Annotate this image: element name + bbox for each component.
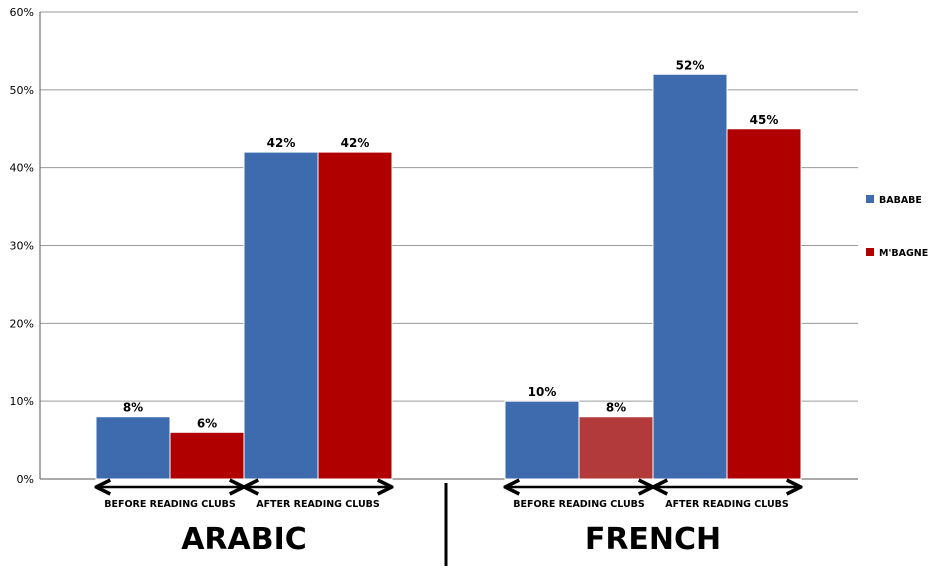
phase-label: AFTER READING CLUBS <box>665 499 789 510</box>
phase-labels: BEFORE READING CLUBS AFTER READING CLUBS B… <box>98 487 799 510</box>
phase-label: AFTER READING CLUBS <box>256 499 380 510</box>
bar <box>243 151 319 480</box>
data-label: 42% <box>341 136 370 150</box>
y-tick-label: 40% <box>10 162 34 175</box>
data-label: 42% <box>267 136 296 150</box>
bar <box>504 400 580 480</box>
data-label: 52% <box>676 58 705 72</box>
language-label: FRENCH <box>585 522 721 557</box>
y-tick-label: 10% <box>10 395 34 408</box>
data-label: 10% <box>528 385 557 399</box>
y-tick-label: 30% <box>10 240 34 253</box>
phase-label: BEFORE READING CLUBS <box>104 499 236 510</box>
bar <box>317 151 393 480</box>
legend-label: M'BAGNE <box>879 248 928 259</box>
bar <box>95 416 171 480</box>
language-label: ARABIC <box>181 522 307 557</box>
gridlines <box>39 11 858 480</box>
y-tick-label: 50% <box>10 84 34 97</box>
bar <box>578 416 654 480</box>
data-label: 6% <box>197 416 217 430</box>
bars <box>95 73 802 480</box>
legend-swatch <box>866 195 874 203</box>
y-tick-label: 60% <box>10 6 34 19</box>
bar <box>652 73 728 480</box>
bar <box>169 431 245 480</box>
language-labels: ARABIC FRENCH <box>181 522 721 557</box>
phase-label: BEFORE READING CLUBS <box>513 499 645 510</box>
data-label: 8% <box>123 401 143 415</box>
legend: BABABE M'BAGNE <box>866 195 928 259</box>
legend-swatch <box>866 248 874 256</box>
bar <box>726 128 802 480</box>
data-labels: 8% 6% 42% 42% 10% 8% 52% 45% <box>123 58 779 430</box>
data-label: 8% <box>606 401 626 415</box>
y-axis-ticks: 0% 10% 20% 30% 40% 50% 60% <box>10 6 34 486</box>
legend-label: BABABE <box>879 195 922 206</box>
data-label: 45% <box>750 113 779 127</box>
y-tick-label: 20% <box>10 317 34 330</box>
y-tick-label: 0% <box>17 473 34 486</box>
